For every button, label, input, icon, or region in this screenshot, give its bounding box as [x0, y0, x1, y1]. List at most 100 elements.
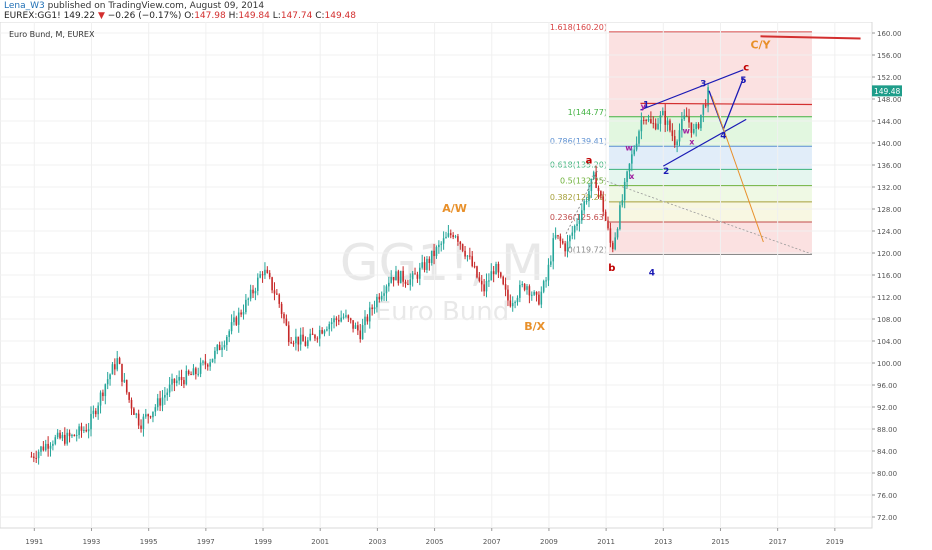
candle	[604, 211, 607, 221]
candle	[171, 378, 173, 385]
candle	[242, 312, 245, 315]
wave-label: c	[743, 62, 749, 73]
candle	[569, 235, 571, 242]
candle	[175, 380, 178, 384]
candle	[459, 241, 462, 245]
candle	[640, 119, 643, 132]
open-label: O:	[184, 11, 195, 21]
candles[interactable]	[0, 22, 872, 528]
candle	[276, 293, 278, 295]
candle	[106, 379, 109, 385]
candle	[478, 277, 481, 281]
candle	[68, 432, 71, 437]
candle	[206, 364, 209, 367]
y-tick-label: 124.00	[877, 228, 902, 236]
candle	[359, 330, 362, 340]
candle	[316, 338, 319, 340]
y-tick-label: 112.00	[877, 294, 902, 302]
candle	[252, 289, 254, 294]
candle	[566, 241, 569, 252]
chart-area[interactable]: 1.618(160.20) 1(144.77) 0.786(139.41) 0.618…	[0, 22, 932, 550]
candle	[47, 443, 49, 449]
candle	[228, 331, 230, 337]
candle	[204, 361, 207, 365]
wave-label: b	[608, 263, 615, 274]
candle	[54, 437, 57, 444]
candle	[445, 236, 447, 239]
price-chart[interactable]: 1.618(160.20)1(144.77)0.786(139.41)0.618…	[0, 22, 932, 550]
candle	[564, 243, 566, 252]
y-tick-label: 84.00	[877, 448, 897, 456]
candle	[545, 280, 547, 282]
candle	[354, 325, 357, 329]
candle	[438, 244, 440, 248]
wave-drawings[interactable]	[565, 35, 861, 255]
candle	[73, 434, 76, 437]
candle	[607, 220, 609, 229]
candle	[311, 333, 314, 335]
candle	[681, 119, 683, 131]
candle	[111, 364, 114, 375]
candle	[650, 119, 652, 124]
target-line	[760, 35, 861, 40]
price-axis[interactable]: 72.00 76.00 80.00 84.00 88.00 92.00 96.00 100.0…	[872, 30, 902, 522]
x-tick-label: 2001	[311, 538, 329, 546]
candle	[621, 200, 624, 206]
candle	[307, 340, 309, 347]
symbol-label[interactable]: EUREX:GG1!	[4, 11, 61, 21]
candle	[397, 271, 400, 284]
candle	[688, 116, 690, 123]
y-tick-label: 88.00	[877, 426, 897, 434]
candle	[535, 291, 538, 295]
y-tick-label: 108.00	[877, 316, 902, 324]
candle	[195, 368, 197, 375]
candle	[390, 277, 393, 283]
candle	[245, 299, 247, 313]
candle	[233, 317, 235, 323]
candle	[271, 277, 273, 291]
author-link[interactable]: Lena_W3	[4, 1, 45, 11]
candle	[92, 410, 95, 414]
candle	[507, 289, 509, 301]
y-tick-label: 76.00	[877, 492, 897, 500]
x-tick-label: 2019	[826, 538, 844, 546]
candle	[368, 307, 371, 322]
candle	[226, 336, 228, 345]
fib-level-label: 1(144.77)	[568, 108, 607, 117]
candle	[654, 123, 657, 130]
candle	[80, 426, 83, 431]
candle	[485, 280, 488, 292]
candle	[454, 236, 457, 238]
candle	[156, 398, 159, 408]
candle	[495, 263, 497, 275]
candle	[702, 104, 705, 115]
candle	[199, 362, 202, 374]
candle	[678, 130, 681, 142]
candle	[56, 432, 59, 438]
y-tick-label: 96.00	[877, 382, 897, 390]
fib-zone	[608, 146, 812, 170]
fib-level-label: 0.236(125.63)	[550, 213, 607, 222]
candle	[399, 270, 402, 284]
candle	[366, 316, 369, 322]
candle	[125, 379, 128, 393]
candle	[528, 286, 531, 296]
candle	[516, 297, 519, 303]
candle	[133, 408, 135, 415]
candle	[692, 129, 695, 133]
candle	[168, 384, 171, 393]
time-axis[interactable]: 1991 1993 1995 1997 1999 2001 2003 2005 2007 2009…	[25, 528, 844, 546]
candle	[264, 269, 266, 276]
low-value: 147.74	[280, 11, 313, 21]
candle	[547, 264, 550, 281]
candle	[614, 237, 616, 250]
candle	[616, 229, 619, 238]
candle	[295, 336, 297, 344]
candle	[185, 370, 188, 385]
candle	[104, 384, 107, 397]
candle	[540, 291, 543, 305]
candle	[421, 262, 423, 268]
wave-label: 3	[700, 79, 706, 89]
candle	[409, 279, 412, 285]
